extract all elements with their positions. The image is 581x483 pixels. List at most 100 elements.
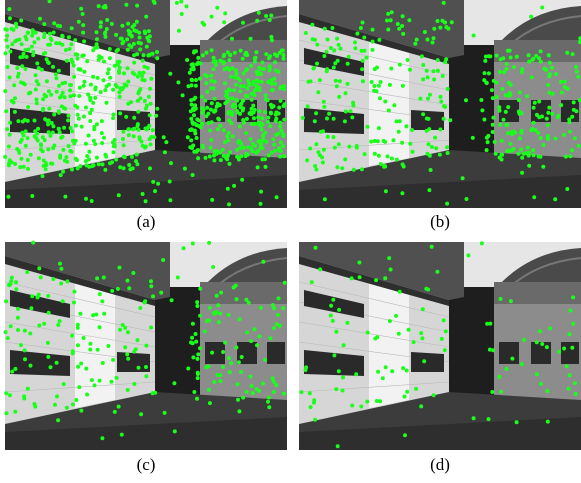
keypoint <box>149 77 153 81</box>
keypoint <box>98 292 102 296</box>
keypoint <box>54 72 58 76</box>
keypoint <box>530 128 534 132</box>
keypoint <box>500 139 504 143</box>
keypoint <box>34 73 38 77</box>
keypoint <box>168 198 172 202</box>
keypoint <box>350 276 354 280</box>
keypoint <box>8 76 12 80</box>
keypoint <box>565 51 569 55</box>
keypoint <box>264 52 268 56</box>
keypoint <box>92 127 96 131</box>
keypoint <box>188 145 192 149</box>
keypoint <box>268 65 272 69</box>
keypoint <box>18 165 22 169</box>
keypoint <box>404 124 408 128</box>
keypoint <box>190 83 194 87</box>
keypoint <box>9 324 13 328</box>
keypoint <box>441 74 445 78</box>
keypoint <box>312 401 316 405</box>
keypoint <box>87 165 91 169</box>
keypoint <box>402 165 406 169</box>
keypoint <box>138 36 142 40</box>
keypoint <box>189 117 193 121</box>
keypoint <box>392 138 396 142</box>
keypoint <box>376 139 380 143</box>
keypoint <box>366 125 370 129</box>
keypoint <box>272 77 276 81</box>
keypoint <box>21 120 25 124</box>
keypoint <box>205 51 209 55</box>
keypoint <box>493 140 497 144</box>
keypoint <box>107 67 111 71</box>
keypoint <box>78 86 82 90</box>
keypoint <box>173 429 177 433</box>
keypoint <box>255 343 259 347</box>
keypoint <box>57 109 61 113</box>
keypoint <box>61 299 65 303</box>
keypoint <box>170 298 174 302</box>
keypoint <box>487 71 491 75</box>
keypoint <box>577 144 581 148</box>
keypoint <box>30 45 34 49</box>
keypoint <box>132 42 136 46</box>
keypoint <box>334 330 338 334</box>
keypoint <box>83 80 87 84</box>
keypoint <box>122 155 126 159</box>
keypoint <box>253 327 257 331</box>
keypoint <box>386 28 390 32</box>
keypoint <box>93 96 97 100</box>
keypoint <box>41 174 45 178</box>
keypoint <box>97 4 101 8</box>
keypoint <box>209 138 213 142</box>
keypoint <box>562 347 566 351</box>
keypoint <box>144 374 148 378</box>
keypoint <box>389 67 393 71</box>
keypoint <box>103 88 107 92</box>
keypoint <box>520 156 524 160</box>
keypoint <box>439 95 443 99</box>
keypoint <box>253 88 257 92</box>
keypoint <box>163 411 167 415</box>
keypoint <box>85 59 89 63</box>
keypoint <box>472 34 476 38</box>
keypoint <box>322 148 326 152</box>
keypoint <box>228 162 232 166</box>
keypoint <box>245 390 249 394</box>
keypoint <box>60 34 64 38</box>
keypoint <box>310 23 314 27</box>
keypoint <box>254 151 258 155</box>
keypoint <box>550 112 554 116</box>
keypoint <box>246 145 250 149</box>
keypoint <box>260 116 264 120</box>
keypoint <box>439 100 443 104</box>
keypoint <box>428 154 432 158</box>
keypoint <box>533 101 537 105</box>
keypoint <box>172 381 176 385</box>
keypoint <box>210 198 214 202</box>
keypoint <box>223 140 227 144</box>
keypoint <box>99 20 103 24</box>
keypoint <box>564 155 568 159</box>
keypoint <box>52 144 56 148</box>
keypoint <box>249 339 253 343</box>
keypoint <box>227 202 231 206</box>
keypoint <box>214 59 218 63</box>
keypoint <box>149 135 153 139</box>
keypoint <box>196 357 200 361</box>
keypoint <box>236 141 240 145</box>
keypoint <box>247 301 251 305</box>
keypoint <box>47 61 51 65</box>
keypoint <box>327 112 331 116</box>
keypoint <box>343 119 347 123</box>
keypoint <box>154 114 158 118</box>
keypoint <box>5 411 9 415</box>
keypoint <box>281 49 285 53</box>
keypoint <box>63 195 67 199</box>
keypoint <box>465 197 469 201</box>
keypoint <box>133 127 137 131</box>
keypoint <box>440 337 444 341</box>
keypoint <box>235 297 239 301</box>
keypoint <box>47 89 51 93</box>
keypoint <box>85 393 89 397</box>
keypoint <box>177 29 181 33</box>
